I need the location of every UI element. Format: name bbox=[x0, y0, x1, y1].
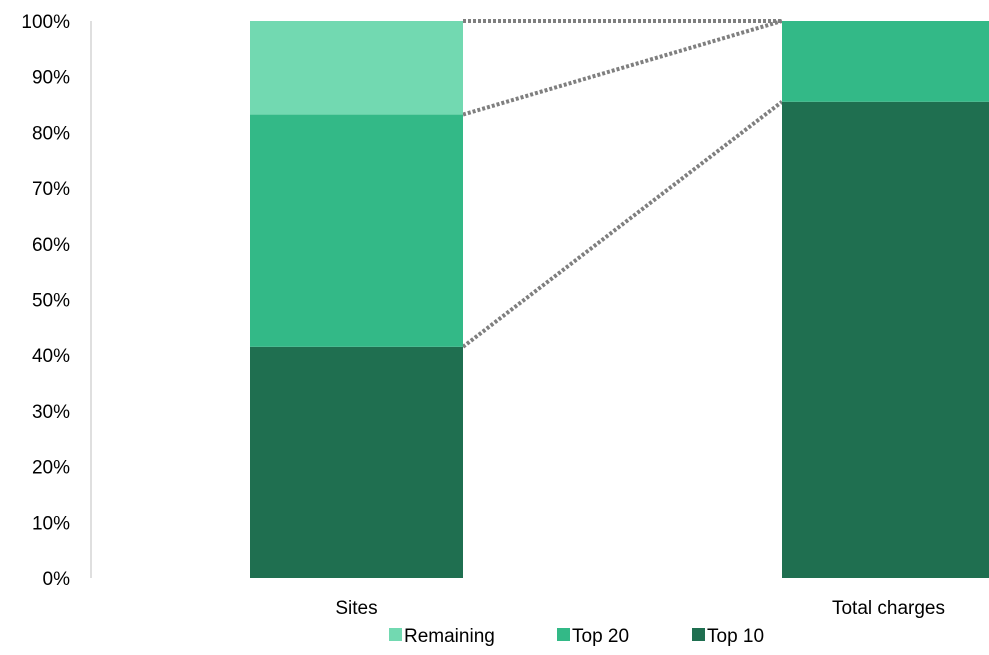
y-tick-label: 20% bbox=[32, 458, 70, 479]
axis-layer: 0% 10% 20% 30% 40% 50% 60% 70% 80% 90% 100% bbox=[21, 12, 92, 590]
y-tick-label: 90% bbox=[32, 68, 70, 89]
y-tick-label: 80% bbox=[32, 123, 70, 144]
y-tick-label: 10% bbox=[32, 513, 70, 534]
y-tick-label: 40% bbox=[32, 346, 70, 367]
y-tick-label: 100% bbox=[21, 12, 70, 33]
connector-line-top-20 bbox=[462, 19, 783, 117]
x-category-label-sites: Sites bbox=[335, 598, 377, 619]
bar-sites-top-20 bbox=[250, 114, 463, 347]
legend-label-remaining: Remaining bbox=[404, 626, 495, 647]
bar-sites-remaining bbox=[250, 21, 463, 115]
x-category-label-total-charges: Total charges bbox=[832, 598, 945, 619]
bar-layer bbox=[250, 21, 989, 578]
bar-sites-top-10 bbox=[250, 346, 463, 578]
legend-label-top-20: Top 20 bbox=[572, 626, 629, 647]
y-tick-label: 30% bbox=[32, 402, 70, 423]
connector-layer bbox=[461, 19, 784, 349]
bar-total-charges-top-10 bbox=[782, 101, 989, 578]
legend-label-top-10: Top 10 bbox=[707, 626, 764, 647]
y-tick-label: 50% bbox=[32, 291, 70, 312]
legend: Remaining Top 20 Top 10 bbox=[389, 626, 764, 647]
category-label-layer: Sites Total charges bbox=[335, 598, 945, 619]
y-tick-label: 0% bbox=[43, 569, 71, 590]
legend-swatch-top-10 bbox=[692, 628, 705, 641]
y-tick-label: 60% bbox=[32, 235, 70, 256]
bar-total-charges-top-20 bbox=[782, 21, 989, 102]
connector-line-top-10 bbox=[461, 100, 784, 349]
legend-swatch-remaining bbox=[389, 628, 402, 641]
legend-swatch-top-20 bbox=[557, 628, 570, 641]
y-tick-label: 70% bbox=[32, 179, 70, 200]
